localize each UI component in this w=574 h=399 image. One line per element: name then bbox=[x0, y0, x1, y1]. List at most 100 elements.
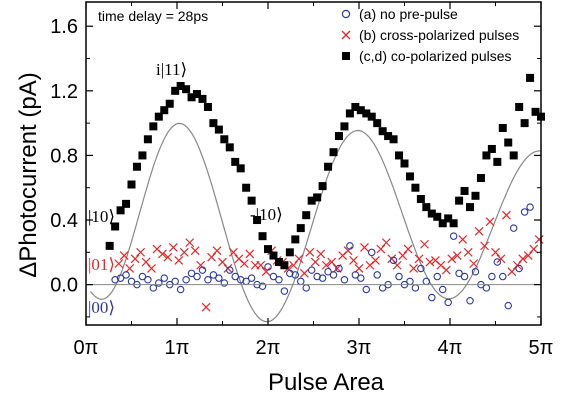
data-point-b-stroke bbox=[349, 255, 358, 265]
x-tick-label: 5π bbox=[529, 337, 554, 359]
data-point-b-stroke bbox=[158, 249, 167, 259]
annotation-state-10-left: |10⟩ bbox=[88, 207, 115, 226]
data-point-c bbox=[269, 251, 278, 260]
data-point-b bbox=[218, 257, 227, 267]
data-point-b bbox=[420, 239, 429, 249]
data-point-b bbox=[425, 257, 435, 267]
data-point-b-stroke bbox=[474, 226, 484, 236]
data-point-a bbox=[362, 285, 371, 294]
data-point-a bbox=[329, 271, 338, 279]
data-point-a bbox=[406, 277, 414, 286]
y-tick-label: 0.8 bbox=[50, 145, 78, 167]
data-point-c bbox=[274, 258, 283, 267]
data-point-a bbox=[417, 264, 425, 273]
data-point-a bbox=[488, 272, 496, 281]
data-point-b bbox=[130, 254, 140, 264]
data-point-a bbox=[493, 258, 502, 266]
legend-label-c: (c,d) co-polarized pulses bbox=[359, 48, 512, 64]
data-point-b-stroke bbox=[234, 254, 244, 264]
data-point-c bbox=[258, 232, 267, 241]
data-point-a bbox=[335, 264, 343, 273]
data-point-a bbox=[193, 272, 201, 281]
data-point-b bbox=[289, 260, 298, 270]
x-tick-label: 1π bbox=[165, 337, 190, 359]
data-point-c bbox=[209, 119, 218, 128]
data-point-a bbox=[313, 272, 321, 281]
data-point-b bbox=[185, 238, 195, 248]
data-point-b bbox=[360, 243, 369, 252]
data-point-b-stroke bbox=[147, 264, 156, 273]
data-point-b bbox=[387, 254, 397, 264]
data-point-c bbox=[318, 182, 327, 191]
data-point-a bbox=[226, 266, 234, 274]
data-point-b bbox=[507, 267, 517, 277]
data-point-c bbox=[455, 196, 464, 205]
annotation-state-00: |00⟩ bbox=[88, 298, 115, 317]
data-point-a bbox=[438, 285, 447, 294]
annotation-state-11: i|11⟩ bbox=[156, 60, 187, 79]
data-point-a bbox=[269, 272, 278, 281]
data-point-c bbox=[264, 245, 272, 254]
data-point-b-stroke bbox=[223, 264, 233, 273]
data-point-b bbox=[441, 265, 451, 275]
data-point-b-stroke bbox=[256, 260, 266, 270]
data-point-b-stroke bbox=[518, 254, 528, 264]
data-point-c bbox=[220, 135, 229, 144]
data-point-b-stroke bbox=[316, 249, 326, 259]
data-point-a bbox=[155, 279, 163, 287]
data-point-b bbox=[316, 249, 326, 259]
data-point-a bbox=[111, 276, 119, 284]
data-point-b-stroke bbox=[179, 247, 189, 257]
data-point-a bbox=[460, 272, 469, 281]
data-point-b-stroke bbox=[321, 260, 331, 270]
data-point-b-stroke bbox=[245, 249, 255, 259]
time-delay-annotation: time delay = 28ps bbox=[98, 8, 208, 24]
data-point-b bbox=[403, 244, 413, 254]
data-point-b-stroke bbox=[294, 254, 304, 264]
data-point-c bbox=[433, 212, 442, 221]
data-point-c bbox=[411, 183, 420, 192]
data-point-c bbox=[296, 224, 305, 233]
data-point-a bbox=[520, 208, 529, 216]
data-point-a bbox=[324, 267, 332, 276]
data-point-a bbox=[247, 274, 256, 282]
data-point-c bbox=[476, 174, 485, 183]
data-point-a bbox=[482, 284, 491, 292]
legend-marker-b bbox=[341, 30, 351, 40]
data-point-b bbox=[392, 260, 402, 270]
data-point-a bbox=[449, 232, 458, 240]
data-point-b bbox=[469, 259, 479, 269]
data-point-a bbox=[160, 274, 169, 282]
data-point-b bbox=[534, 234, 544, 244]
data-point-c bbox=[471, 191, 480, 200]
data-point-c bbox=[531, 107, 540, 116]
data-point-a bbox=[215, 274, 223, 282]
data-point-b-stroke bbox=[507, 267, 517, 277]
data-point-a bbox=[422, 277, 431, 286]
data-point-b bbox=[480, 241, 490, 251]
data-point-b-stroke bbox=[534, 234, 544, 244]
annotation-state-01: |01⟩ bbox=[88, 255, 115, 274]
data-point-b bbox=[376, 244, 386, 254]
data-point-c bbox=[231, 157, 240, 166]
data-point-b bbox=[321, 260, 331, 270]
data-point-c bbox=[307, 196, 316, 205]
data-point-b bbox=[349, 255, 358, 265]
data-point-a bbox=[182, 276, 190, 284]
data-point-b bbox=[294, 254, 304, 264]
data-point-c bbox=[416, 195, 425, 204]
legend-marker-c bbox=[342, 52, 350, 60]
data-point-c bbox=[520, 119, 529, 128]
data-point-c bbox=[351, 102, 360, 111]
data-point-b-stroke bbox=[370, 255, 380, 265]
data-point-b-stroke bbox=[420, 239, 429, 249]
data-point-c bbox=[449, 219, 458, 228]
data-point-b-stroke bbox=[310, 257, 320, 267]
data-point-a bbox=[220, 279, 229, 287]
data-point-a bbox=[395, 272, 403, 281]
data-point-b-stroke bbox=[114, 259, 124, 269]
data-point-b-stroke bbox=[196, 260, 206, 270]
y-axis-title: ΔPhotocurrent (pA) bbox=[15, 72, 42, 277]
data-point-c bbox=[466, 203, 475, 212]
data-point-c bbox=[285, 248, 294, 257]
